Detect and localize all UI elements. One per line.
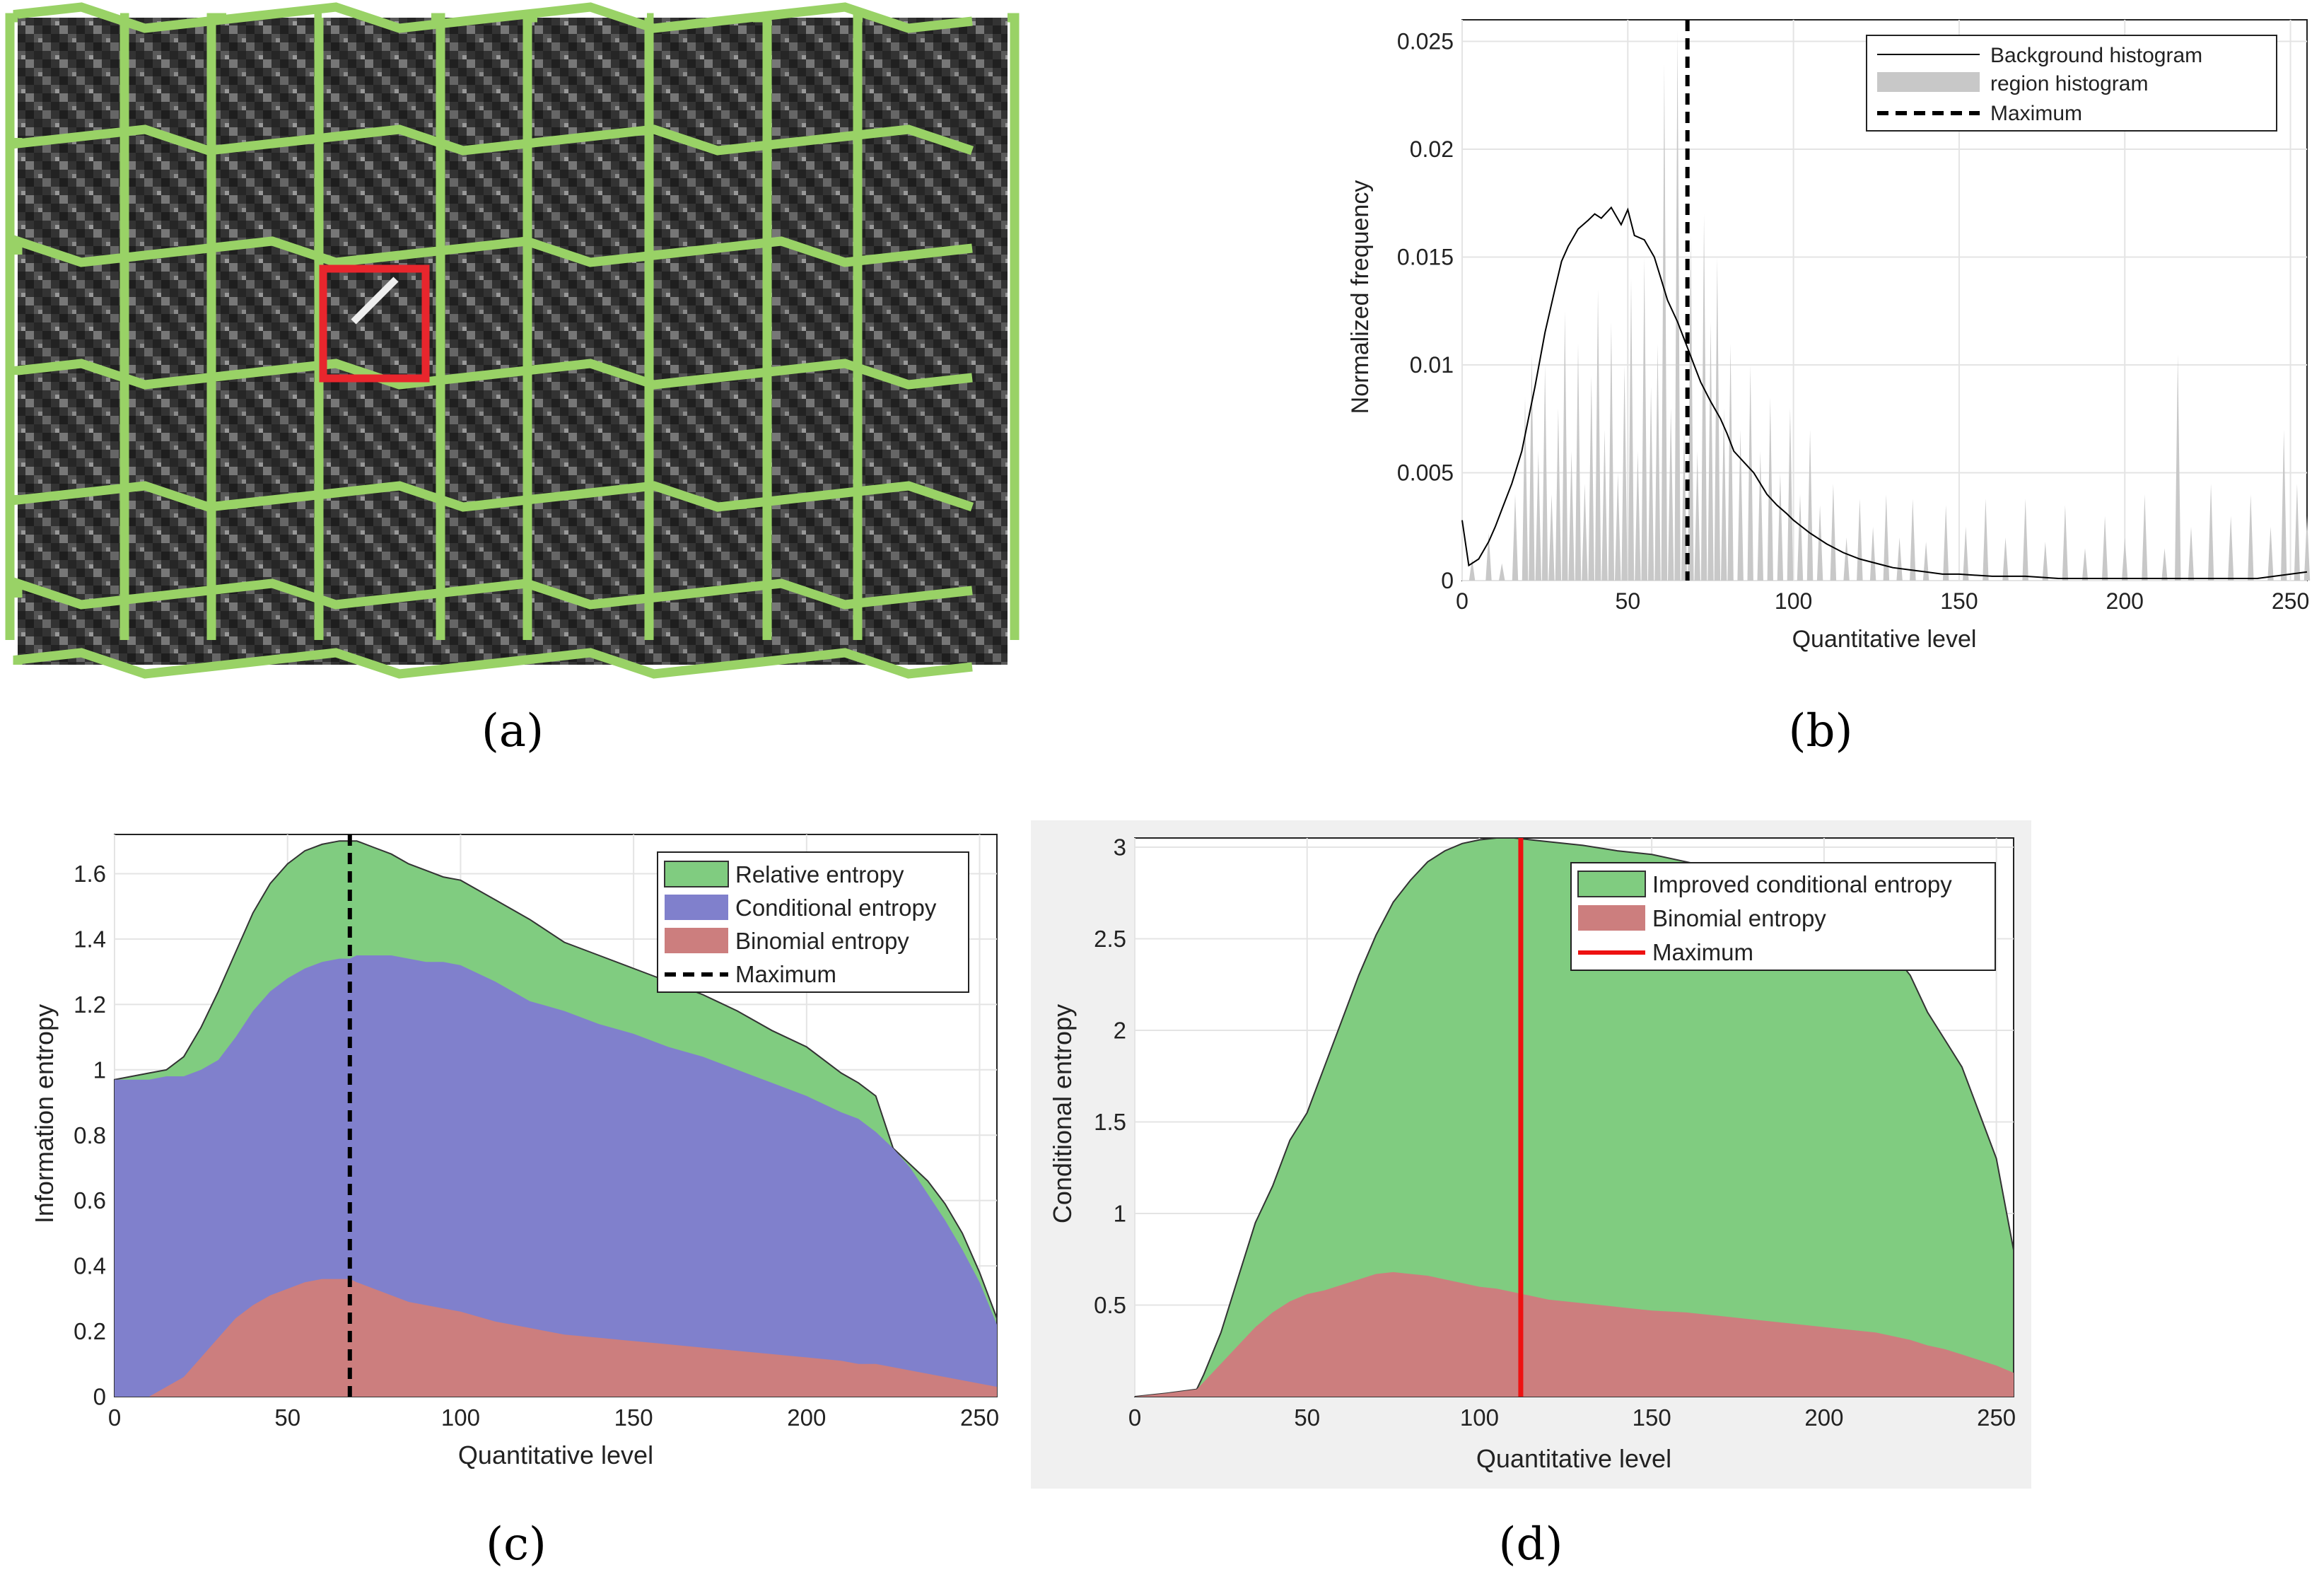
legend-d: Improved conditional entropy Binomial en… [1570,862,1996,971]
ytick-label: 0.6 [74,1187,106,1213]
xlabel-d: Quantitative level [1476,1444,1671,1473]
legend-label-background: Background histogram [1990,44,2202,67]
ytick-label: 1 [1114,1201,1126,1227]
xtick-label: 150 [614,1404,653,1431]
boundary-line [13,648,973,679]
ytick-label: 0.4 [74,1253,106,1279]
legend-label-maximum: Maximum [1990,102,2082,125]
boundary-line [853,13,863,640]
boundary-line [431,13,445,640]
xtick-label: 200 [787,1404,826,1431]
ytick-label: 1.5 [1094,1109,1126,1135]
ytick-label: 0 [93,1384,106,1410]
xtick-label: 150 [1633,1404,1671,1431]
xtick-label: 250 [1977,1404,2016,1431]
xtick-label: 50 [1616,588,1641,614]
boundary-line [119,13,129,640]
ytick-label: 1.4 [74,926,106,952]
xtick-label: 50 [1294,1404,1320,1431]
legend-swatch-conditional [665,895,728,920]
xtick-label: 250 [960,1404,999,1431]
legend-b: Background histogram region histogram Ma… [1866,35,2277,132]
ytick-label: 1.2 [74,991,106,1018]
xtick-label: 200 [1804,1404,1843,1431]
caption-b: (b) [1789,705,1853,757]
boundary-line [1008,13,1020,640]
ylabel-c: Information entropy [30,1004,59,1223]
ytick-label: 1 [93,1057,106,1083]
legend-swatch-region [1877,72,1980,92]
caption-a: (a) [481,705,544,757]
legend-swatch-binomial-d [1578,905,1645,931]
ylabel-b: Normalized frequency [1347,180,1374,414]
boundary-line [314,13,324,640]
ytick-label: 0.2 [74,1318,106,1344]
legend-label-binomial-d: Binomial entropy [1652,905,1826,931]
ytick-label: 2 [1114,1018,1126,1044]
ytick-label: 0.005 [1397,460,1454,486]
ticks-b: 0 50 100 150 200 250 0 0.005 0.01 0.015 0.02 0.025 [1397,29,2309,614]
boundary-line [644,13,654,640]
legend-label-conditional: Conditional entropy [735,895,937,921]
boundary-line [206,13,226,640]
ytick-label: 0.8 [74,1122,106,1148]
ytick-label: 1.6 [74,861,106,887]
superpixel-boundaries [5,2,1020,679]
legend-label-maximum-c: Maximum [735,961,836,987]
ytick-label: 0.025 [1397,29,1454,54]
xtick-label: 100 [1775,588,1812,614]
xtick-label: 100 [1460,1404,1499,1431]
legend-label-region: region histogram [1990,72,2148,95]
ytick-label: 0.5 [1094,1292,1126,1318]
ticks-c: 0 50 100 150 200 250 0 0.2 0.4 0.6 0.8 1 1.2 1.4 1.6 [74,861,999,1431]
caption-c: (c) [486,1518,547,1571]
legend-label-relative: Relative entropy [735,861,904,887]
grayscale-image [18,18,1008,665]
xtick-label: 0 [1128,1404,1141,1431]
bright-streak [351,277,399,325]
xtick-label: 100 [441,1404,480,1431]
ytick-label: 0.015 [1397,245,1454,270]
series-binomial-entropy-d [1135,1271,2014,1397]
xtick-label: 150 [1940,588,1978,614]
ytick-label: 0.01 [1410,352,1454,378]
ticks-d: 0 50 100 150 200 250 0.5 1 1.5 2 2.5 3 [1094,834,2016,1431]
legend-label-binomial-c: Binomial entropy [735,928,909,954]
series-background-histogram [1461,206,2308,579]
legend-swatch-improved [1577,871,1646,897]
ylabel-d: Conditional entropy [1048,1004,1077,1223]
xtick-label: 250 [2272,588,2309,614]
legend-label-maximum-d: Maximum [1652,939,1753,965]
ytick-label: 2.5 [1094,926,1126,952]
boundary-line [753,13,772,640]
legend-label-improved: Improved conditional entropy [1652,871,1952,897]
boundary-line [522,13,537,640]
xlabel-b: Quantitative level [1792,626,1977,653]
ytick-label: 3 [1114,834,1126,861]
highlight-box [319,264,430,383]
xtick-label: 0 [1456,588,1468,614]
xlabel-c: Quantitative level [458,1440,653,1469]
ytick-label: 0.02 [1410,136,1454,162]
caption-d: (d) [1499,1518,1563,1571]
ytick-label: 0 [1441,568,1454,593]
boundary-line [5,13,18,640]
series-binomial-entropy-c [115,1279,997,1397]
legend-c: Relative entropy Conditional entropy Bin… [657,851,969,993]
xtick-label: 50 [274,1404,300,1431]
series-region-histogram [1462,30,2311,581]
xtick-label: 0 [108,1404,121,1431]
legend-swatch-binomial-c [665,928,728,953]
legend-swatch-relative [664,861,729,887]
xtick-label: 200 [2106,588,2144,614]
